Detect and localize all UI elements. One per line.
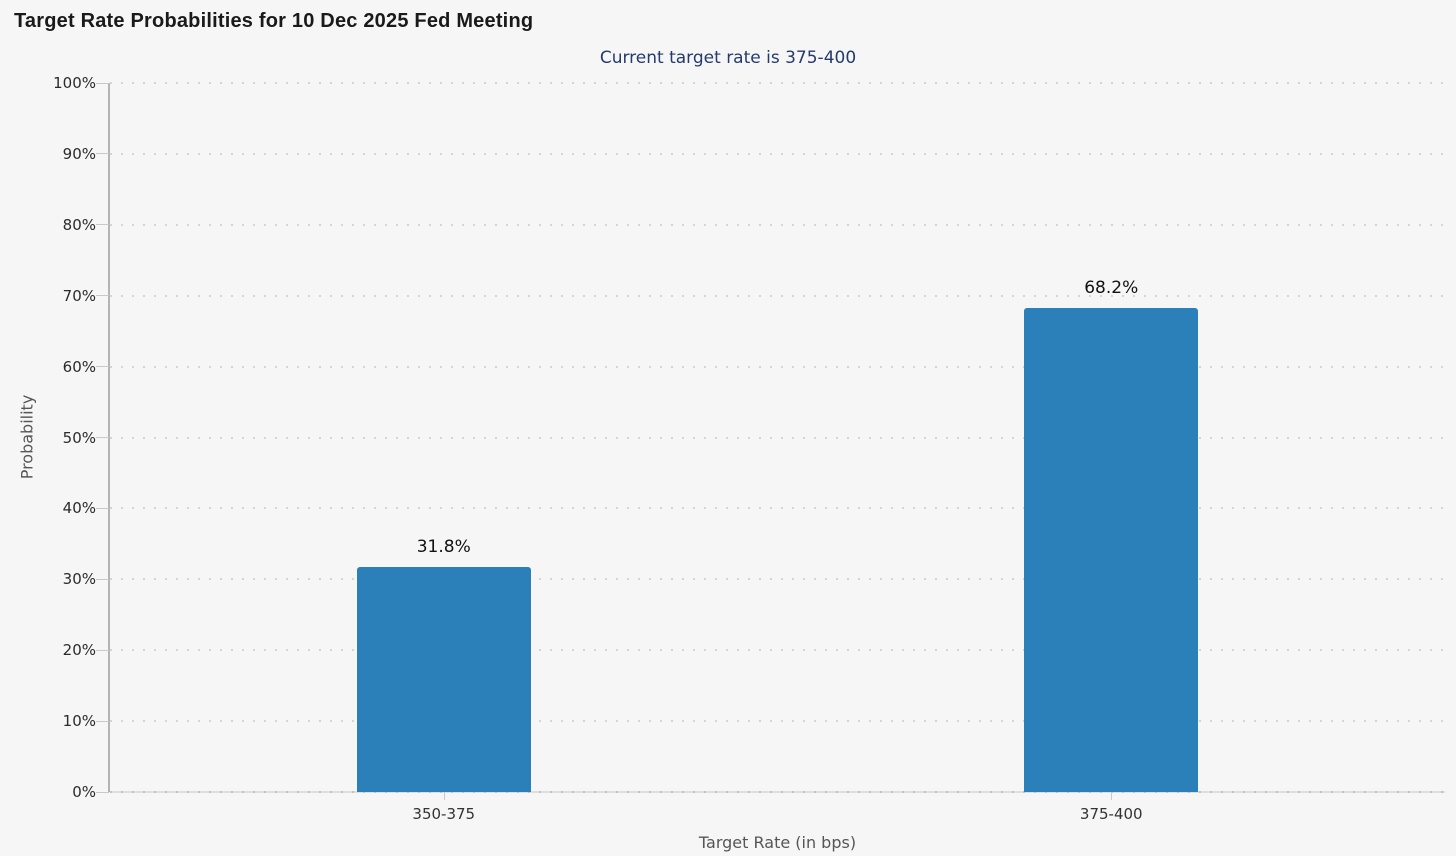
- gridline-80: [110, 223, 1445, 226]
- y-axis-tick: [96, 507, 109, 509]
- y-axis-tick: [96, 224, 109, 226]
- y-tick-label: 70%: [62, 286, 96, 305]
- x-axis-tick: [1111, 792, 1113, 800]
- bar-value-label: 68.2%: [1084, 278, 1139, 299]
- gridline-20: [110, 649, 1445, 652]
- y-axis-tick: [96, 649, 109, 651]
- y-tick-label: 10%: [62, 712, 96, 731]
- gridline-40: [110, 507, 1445, 510]
- y-tick-label: 30%: [62, 570, 96, 589]
- y-tick-label: 90%: [62, 144, 96, 163]
- y-axis-line: [108, 83, 110, 792]
- y-axis-tick: [96, 791, 109, 793]
- y-tick-label: 80%: [62, 215, 96, 234]
- gridline-90: [110, 152, 1445, 155]
- x-axis-tick: [443, 792, 445, 800]
- x-tick-label-375-400: 375-400: [1079, 805, 1143, 823]
- y-axis-tick-labels: 0% 10% 20% 30% 40% 50% 60% 70% 80% 90% 100%: [0, 74, 96, 801]
- x-axis-title: Target Rate (in bps): [698, 833, 857, 852]
- y-axis-tick: [96, 153, 109, 155]
- y-axis-title: Probability: [17, 394, 37, 480]
- bar-value-label: 31.8%: [416, 536, 471, 557]
- y-axis-tick: [96, 366, 109, 368]
- y-axis-tick: [96, 578, 109, 580]
- y-tick-label: 60%: [62, 357, 96, 376]
- y-tick-label: 50%: [62, 428, 96, 447]
- plot-area: 31.8% 350-375 68.2% 375-400: [96, 82, 1445, 823]
- y-axis-tick: [96, 295, 109, 297]
- bar-375-400[interactable]: [1024, 308, 1199, 792]
- gridline-100: [110, 82, 1445, 84]
- chart-subtitle: Current target rate is 375-400: [599, 48, 857, 68]
- y-tick-label: 0%: [72, 783, 96, 801]
- bar-350-375[interactable]: [356, 566, 531, 792]
- y-axis-tick: [96, 437, 109, 438]
- gridline-50: [110, 436, 1445, 439]
- y-tick-label: 100%: [53, 74, 96, 92]
- y-tick-label: 20%: [62, 641, 96, 660]
- chart-title: Target Rate Probabilities for 10 Dec 202…: [14, 10, 534, 32]
- x-tick-label-350-375: 350-375: [412, 805, 476, 823]
- gridline-10: [110, 720, 1445, 723]
- gridline-0: [110, 791, 1445, 793]
- y-axis-tick: [96, 720, 109, 722]
- gridline-30: [110, 578, 1445, 581]
- y-axis-tick: [96, 82, 109, 84]
- y-tick-label: 40%: [62, 499, 96, 518]
- gridline-70: [110, 294, 1445, 297]
- gridline-60: [110, 365, 1445, 368]
